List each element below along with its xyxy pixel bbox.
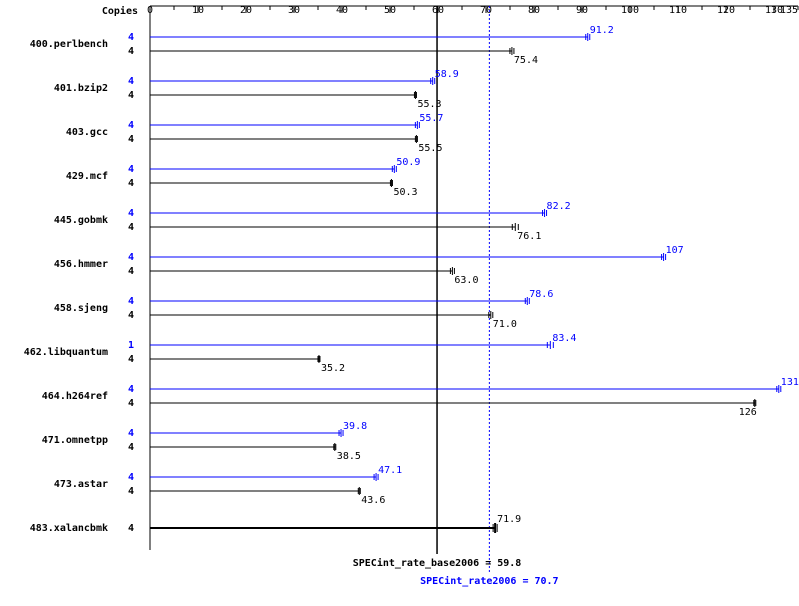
value-base: 50.3 (393, 187, 417, 198)
value-base: 75.4 (514, 55, 538, 66)
value-peak: 78.6 (529, 289, 553, 300)
copies-peak: 4 (128, 120, 134, 131)
benchmark-name: 483.xalancbmk (30, 523, 108, 534)
copies-peak: 4 (128, 76, 134, 87)
value-peak: 58.9 (435, 69, 459, 80)
copies-peak: 4 (128, 384, 134, 395)
axis-tick-label: 20 (240, 5, 252, 16)
axis-tick-label: 135 (780, 5, 798, 16)
spec-rate-chart: 0102030405060708090100110120130135Copies… (0, 0, 799, 606)
value-peak: 82.2 (547, 201, 571, 212)
value-peak: 91.2 (590, 25, 614, 36)
copies-header: Copies (102, 5, 138, 17)
copies-peak: 4 (128, 252, 134, 263)
axis-tick-label: 80 (528, 5, 540, 16)
axis-tick-label: 110 (669, 5, 687, 16)
copies-peak: 4 (128, 164, 134, 175)
value-base: 63.0 (454, 275, 478, 286)
copies-base: 4 (128, 310, 134, 321)
copies-base: 4 (128, 486, 134, 497)
value-peak: 131 (781, 377, 799, 388)
value-peak: 83.4 (552, 333, 576, 344)
axis-tick-label: 10 (192, 5, 204, 16)
axis-tick-label: 70 (480, 5, 492, 16)
copies-base: 4 (128, 442, 134, 453)
copies-base: 4 (128, 354, 134, 365)
value-base: 35.2 (321, 363, 345, 374)
benchmark-name: 429.mcf (66, 171, 108, 182)
benchmark-name: 400.perlbench (30, 39, 108, 50)
benchmark-name: 458.sjeng (54, 302, 108, 314)
axis-tick-label: 50 (384, 5, 396, 16)
value-base: 55.3 (417, 99, 441, 110)
benchmark-name: 456.hmmer (54, 259, 108, 270)
copies-base: 4 (128, 398, 134, 409)
copies-base: 4 (128, 46, 134, 57)
axis-tick-label: 40 (336, 5, 348, 16)
benchmark-name: 462.libquantum (24, 346, 108, 358)
value-base: 71.9 (497, 514, 521, 525)
value-peak: 39.8 (343, 421, 367, 432)
copies-peak: 4 (128, 472, 134, 483)
value-base: 43.6 (361, 495, 385, 506)
copies-peak: 4 (128, 208, 134, 219)
value-peak: 47.1 (378, 465, 402, 476)
copies-base: 4 (128, 90, 134, 101)
value-base: 55.5 (418, 143, 442, 154)
copies-peak: 4 (128, 296, 134, 307)
axis-tick-label: 90 (576, 5, 588, 16)
value-peak: 107 (666, 245, 684, 256)
benchmark-name: 403.gcc (66, 127, 108, 138)
copies-base: 4 (128, 178, 134, 189)
copies-peak: 4 (128, 428, 134, 439)
value-base: 76.1 (517, 231, 541, 242)
copies-base: 4 (128, 222, 134, 233)
ref-label-base: SPECint_rate_base2006 = 59.8 (353, 557, 522, 569)
benchmark-name: 473.astar (54, 479, 108, 490)
copies-peak: 4 (128, 32, 134, 43)
copies-base: 4 (128, 523, 134, 534)
copies-base: 4 (128, 134, 134, 145)
value-base: 126 (739, 407, 757, 418)
value-base: 38.5 (337, 451, 361, 462)
axis-tick-label: 30 (288, 5, 300, 16)
benchmark-name: 445.gobmk (54, 215, 108, 226)
value-peak: 55.7 (419, 113, 443, 124)
value-peak: 50.9 (396, 157, 420, 168)
axis-tick-label: 100 (621, 5, 639, 16)
ref-label-peak: SPECint_rate2006 = 70.7 (420, 575, 558, 587)
benchmark-name: 401.bzip2 (54, 82, 108, 94)
axis-tick-label: 120 (717, 5, 735, 16)
benchmark-name: 471.omnetpp (42, 435, 108, 446)
copies-base: 4 (128, 266, 134, 277)
copies-peak: 1 (128, 340, 134, 351)
benchmark-name: 464.h264ref (42, 391, 108, 402)
axis-tick-label: 60 (432, 5, 444, 16)
value-base: 71.0 (493, 319, 517, 330)
